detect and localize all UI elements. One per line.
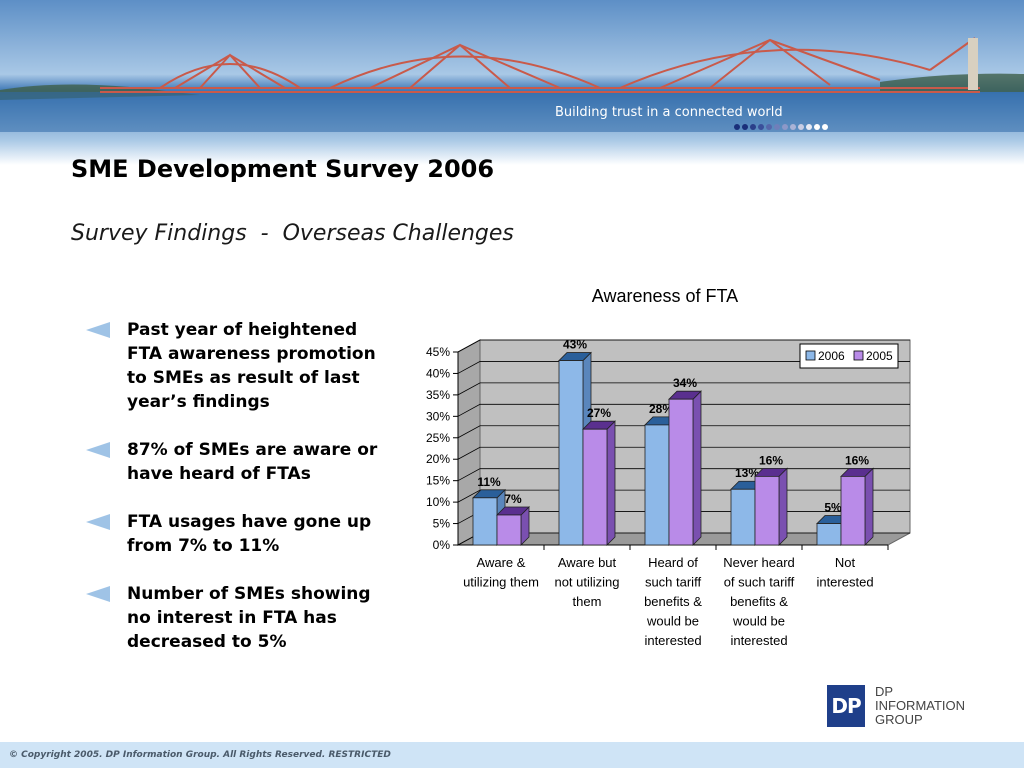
bar-side-2005 [778,467,788,546]
tagline: Building trust in a connected world [555,105,783,120]
y-tick-label: 10% [426,495,450,509]
y-tick-label: 20% [426,452,450,466]
category-label: Never heard [723,555,795,570]
data-label: 27% [587,406,611,420]
company-logo: DP DP INFORMATION GROUP [827,685,965,727]
category-label: would be [646,614,699,629]
gridline [457,425,910,439]
y-tick-label: 40% [426,366,450,380]
bar-2005 [496,514,522,546]
legend-label: 2006 [818,349,845,363]
category-label: interested [644,633,701,648]
gridline [457,446,910,460]
y-tick-label: 0% [433,538,451,552]
bar-2006 [730,488,756,546]
y-tick-label: 15% [426,474,450,488]
data-label: 7% [504,492,522,506]
data-label: 11% [477,475,501,489]
category-label: Not [835,555,856,570]
bar-2005 [754,475,780,546]
category-label: benefits & [730,594,788,609]
category-label: Aware & [477,555,526,570]
decorative-dots [734,124,828,130]
data-label: 34% [673,376,697,390]
awareness-bar-chart: 0% 5% 10% 15% 20% 25% 30% 35% 40% 45% 11%7% Aware &… [426,338,911,648]
logo-line: INFORMATION [875,698,966,713]
category-label: benefits & [644,594,702,609]
page-subtitle: Survey Findings - Overseas Challenges [71,221,514,246]
bar-side-2005 [864,467,874,546]
legend [799,343,899,369]
legend-swatch-2005 [853,350,864,361]
chart-title: Awareness of FTA [591,286,739,306]
bar-2006 [558,360,584,546]
bullet-item: Past year of heightened FTA awareness pr… [86,318,386,414]
category-label: Aware but [558,555,617,570]
copyright-text: © Copyright 2005. DP Information Group. … [9,750,391,760]
logo-text: DP INFORMATION GROUP [875,685,965,727]
header-banner: Building trust in a connected world [0,0,1024,165]
category-label: interested [816,575,873,590]
data-label: 28% [649,402,673,416]
bar-side-2005 [606,420,616,546]
legend-label: 2005 [866,349,893,363]
category-label: of such tariff [724,575,795,590]
category-label: Heard of [648,555,698,570]
category-label: utilizing them [463,575,539,590]
bullet-text: FTA usages have gone up from 7% to 11% [127,512,372,556]
gridline [457,403,910,417]
gridline [457,382,910,396]
data-label: 5% [824,501,842,515]
category-label: would be [732,614,785,629]
category-label: not utilizing [554,575,619,590]
bar-2006 [644,424,670,546]
y-tick-label: 25% [426,431,450,445]
footer-bar: © Copyright 2005. DP Information Group. … [0,742,1024,768]
arrow-icon [86,514,110,530]
bullet-text: Number of SMEs showing no interest in FT… [127,584,371,652]
y-tick-label: 30% [426,409,450,423]
page-title: SME Development Survey 2006 [71,155,495,183]
category-label: interested [730,633,787,648]
y-tick-label: 45% [426,345,450,359]
data-label: 16% [845,453,869,467]
gridline [457,361,910,374]
y-tick-label: 35% [426,388,450,402]
logo-line: DP [875,684,894,699]
bar-2005 [582,428,608,546]
bar-2006 [472,497,498,546]
logo-line: GROUP [875,712,923,727]
logo-mark: DP [827,685,865,727]
arrow-icon [86,442,110,458]
category-label: such tariff [645,575,702,590]
category-label: them [573,594,602,609]
bar-2005 [840,475,866,546]
arrow-icon [86,586,110,602]
y-tick-label: 5% [433,517,451,531]
data-label: 13% [735,466,759,480]
bullet-text: Past year of heightened FTA awareness pr… [127,320,376,412]
gridline [457,339,910,353]
bar-side-2005 [692,390,702,546]
bullet-item: Number of SMEs showing no interest in FT… [86,582,386,654]
bullet-item: 87% of SMEs are aware or have heard of F… [86,438,386,486]
bridge-banner-image [0,0,1024,165]
bullet-item: FTA usages have gone up from 7% to 11% [86,510,386,558]
data-label: 16% [759,453,783,467]
arrow-icon [86,322,110,338]
bar-2005 [668,398,694,546]
bar-2006 [816,523,842,546]
data-label: 43% [563,338,587,352]
bullet-text: 87% of SMEs are aware or have heard of F… [127,440,378,484]
bullet-list: Past year of heightened FTA awareness pr… [86,318,386,678]
legend-swatch-2006 [805,350,816,361]
